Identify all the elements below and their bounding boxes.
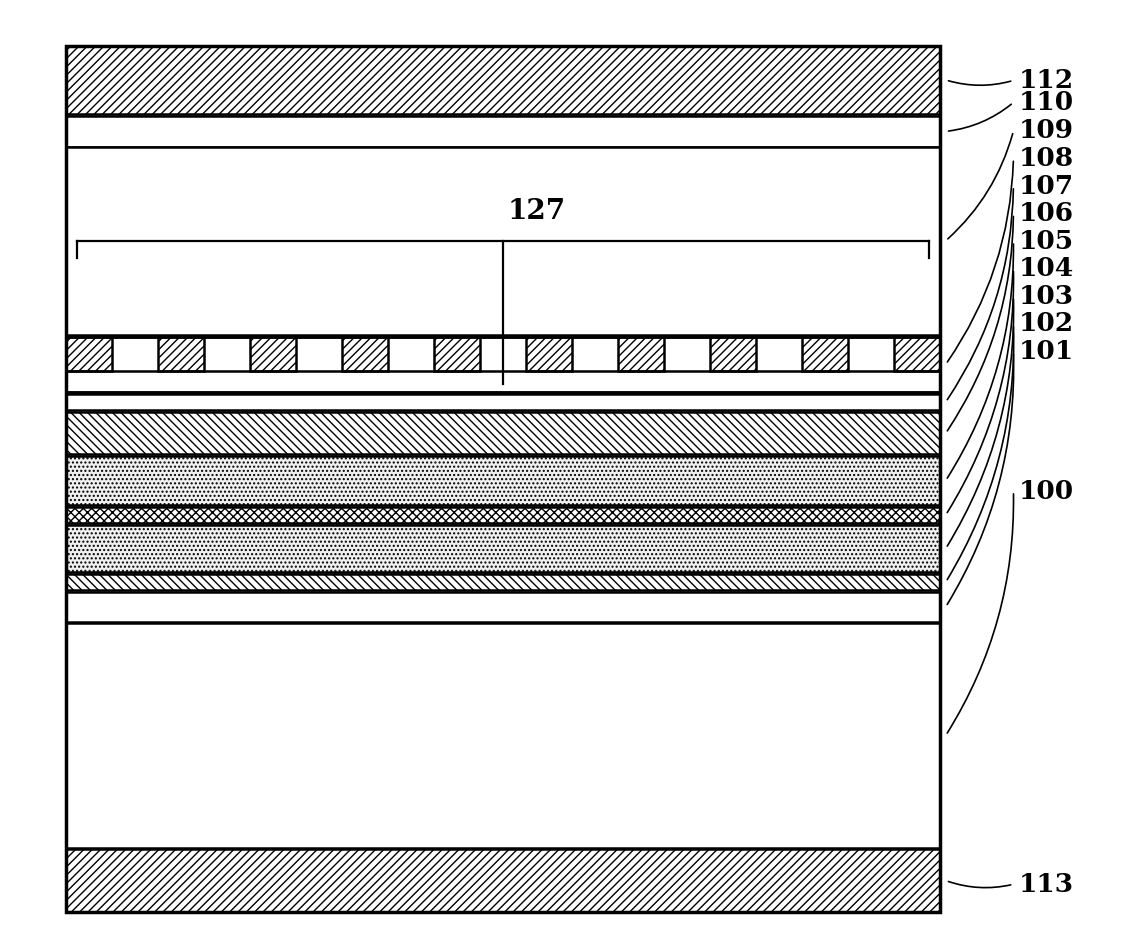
Bar [66,146,941,335]
Text: 113: 113 [1019,871,1075,896]
Bar [66,337,941,392]
Text: 107: 107 [1019,173,1075,198]
Bar [434,337,481,371]
Text: 109: 109 [1019,119,1074,144]
Bar [66,371,941,392]
Text: 106: 106 [1019,201,1074,226]
Bar [66,849,941,912]
Bar [894,337,941,371]
Text: 102: 102 [1019,311,1075,337]
Text: 110: 110 [1019,90,1075,115]
Bar [66,371,941,392]
Bar [66,525,941,572]
Text: 127: 127 [508,197,566,224]
Text: 112: 112 [1019,68,1075,93]
Text: 103: 103 [1019,284,1075,309]
Bar [342,337,389,371]
Bar [158,337,204,371]
Bar [618,337,665,371]
Text: 100: 100 [1019,478,1075,503]
Bar [66,45,941,114]
Bar [66,394,941,411]
Bar [66,413,941,454]
Bar [66,337,112,371]
Text: 104: 104 [1019,256,1075,281]
Text: 108: 108 [1019,146,1075,171]
Bar [802,337,849,371]
Bar [66,337,941,392]
Bar [526,337,573,371]
Bar [66,592,941,621]
Bar [710,337,757,371]
Bar [66,456,941,505]
Bar [66,507,941,523]
Bar [66,116,941,146]
Bar [66,574,941,590]
Text: 105: 105 [1019,229,1075,254]
Text: 101: 101 [1019,339,1075,364]
Bar [250,337,296,371]
Bar [66,623,941,847]
Bar [66,45,941,912]
